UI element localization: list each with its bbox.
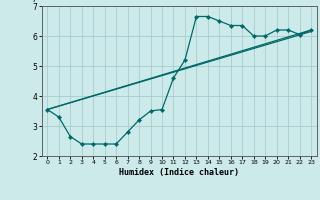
Text: 7: 7 xyxy=(31,0,36,4)
X-axis label: Humidex (Indice chaleur): Humidex (Indice chaleur) xyxy=(119,168,239,177)
